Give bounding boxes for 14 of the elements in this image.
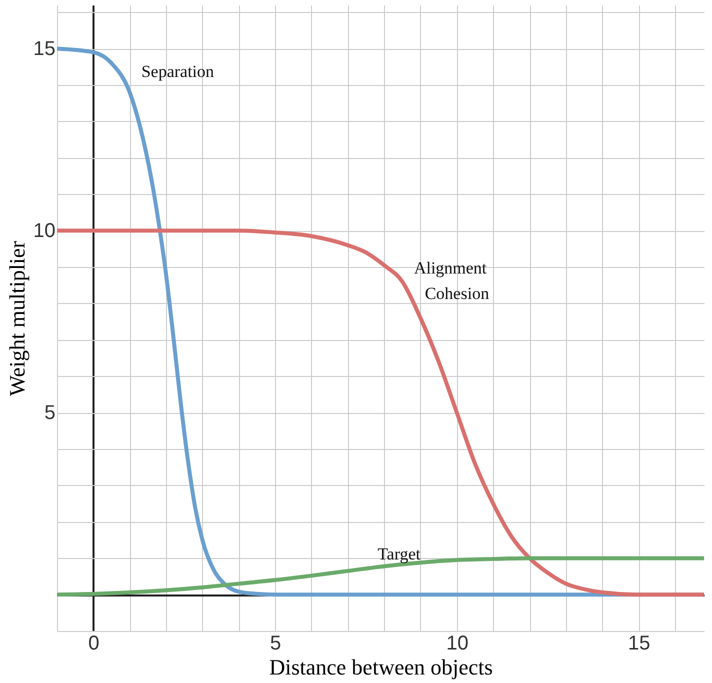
annotation: Separation	[141, 62, 215, 82]
y-tick-label: 15	[33, 38, 56, 60]
line-series	[57, 228, 704, 597]
x-tick-label: 5	[270, 632, 282, 654]
x-tick-label: 15	[628, 632, 650, 654]
annotation: Cohesion	[424, 284, 490, 304]
y-axis-title: Weight multiplier	[4, 240, 30, 396]
x-tick-label: 10	[446, 632, 468, 654]
annotation: Target	[378, 544, 421, 564]
annotation: Alignment	[414, 258, 487, 278]
x-tick-label: 0	[88, 632, 100, 654]
x-axis-title: Distance between objects	[269, 654, 493, 680]
y-tick-label: 10	[33, 220, 56, 242]
y-tick-label: 5	[44, 402, 56, 424]
